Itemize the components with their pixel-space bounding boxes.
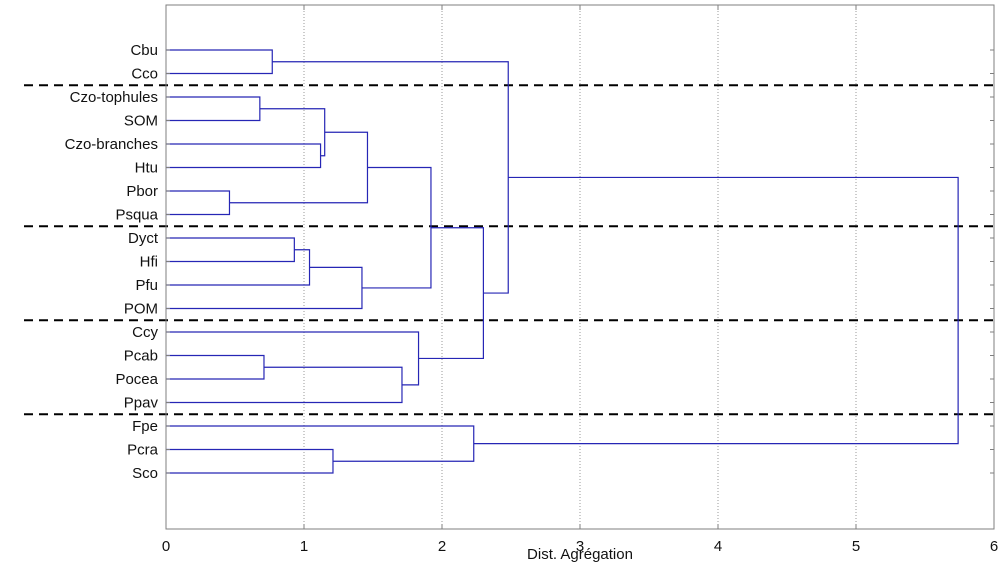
x-axis-ticks: 0 1 2 3 4 5 6 bbox=[162, 5, 998, 555]
dendrogram-branches bbox=[166, 49, 959, 474]
leaf-label-Czo-tophules: Czo-tophules bbox=[70, 89, 158, 106]
x-tick-label-2: 2 bbox=[438, 538, 446, 555]
leaf-label-Cco: Cco bbox=[131, 66, 158, 83]
leaf-label-Psqua: Psqua bbox=[115, 207, 158, 224]
leaf-label-SOM: SOM bbox=[124, 113, 158, 130]
leaf-label-Czo-branches: Czo-branches bbox=[65, 136, 158, 153]
leaf-label-Fpe: Fpe bbox=[132, 418, 158, 435]
leaf-label-Pcab: Pcab bbox=[124, 348, 158, 365]
leaf-label-Pbor: Pbor bbox=[126, 183, 158, 200]
leaf-label-Pcra: Pcra bbox=[127, 442, 159, 459]
leaf-label-Ppav: Ppav bbox=[124, 395, 159, 412]
leaf-label-Cbu: Cbu bbox=[130, 42, 158, 59]
leaf-ticks bbox=[166, 49, 994, 474]
leaf-label-Htu: Htu bbox=[135, 160, 158, 177]
x-tick-label-0: 0 bbox=[162, 538, 170, 555]
x-tick-label-1: 1 bbox=[300, 538, 308, 555]
leaf-label-Hfi: Hfi bbox=[140, 254, 158, 271]
leaf-label-POM: POM bbox=[124, 301, 158, 318]
leaf-label-Pfu: Pfu bbox=[135, 277, 158, 294]
leaf-label-Dyct: Dyct bbox=[128, 230, 159, 247]
branch-m18 bbox=[473, 176, 959, 445]
x-tick-label-6: 6 bbox=[990, 538, 998, 555]
grid-lines bbox=[303, 5, 857, 529]
leaf-labels: Cbu Cco Czo-tophules SOM Czo-branches Htu Pbor… bbox=[65, 42, 159, 482]
x-tick-label-4: 4 bbox=[714, 538, 722, 555]
x-axis-title: Dist. Agrégation bbox=[527, 546, 633, 563]
leaf-label-Sco: Sco bbox=[132, 465, 158, 482]
group-separators bbox=[24, 84, 994, 416]
leaf-label-Ccy: Ccy bbox=[132, 324, 158, 341]
leaf-label-Pocea: Pocea bbox=[115, 371, 158, 388]
x-tick-label-3: 3 bbox=[576, 538, 584, 555]
x-tick-label-5: 5 bbox=[852, 538, 860, 555]
